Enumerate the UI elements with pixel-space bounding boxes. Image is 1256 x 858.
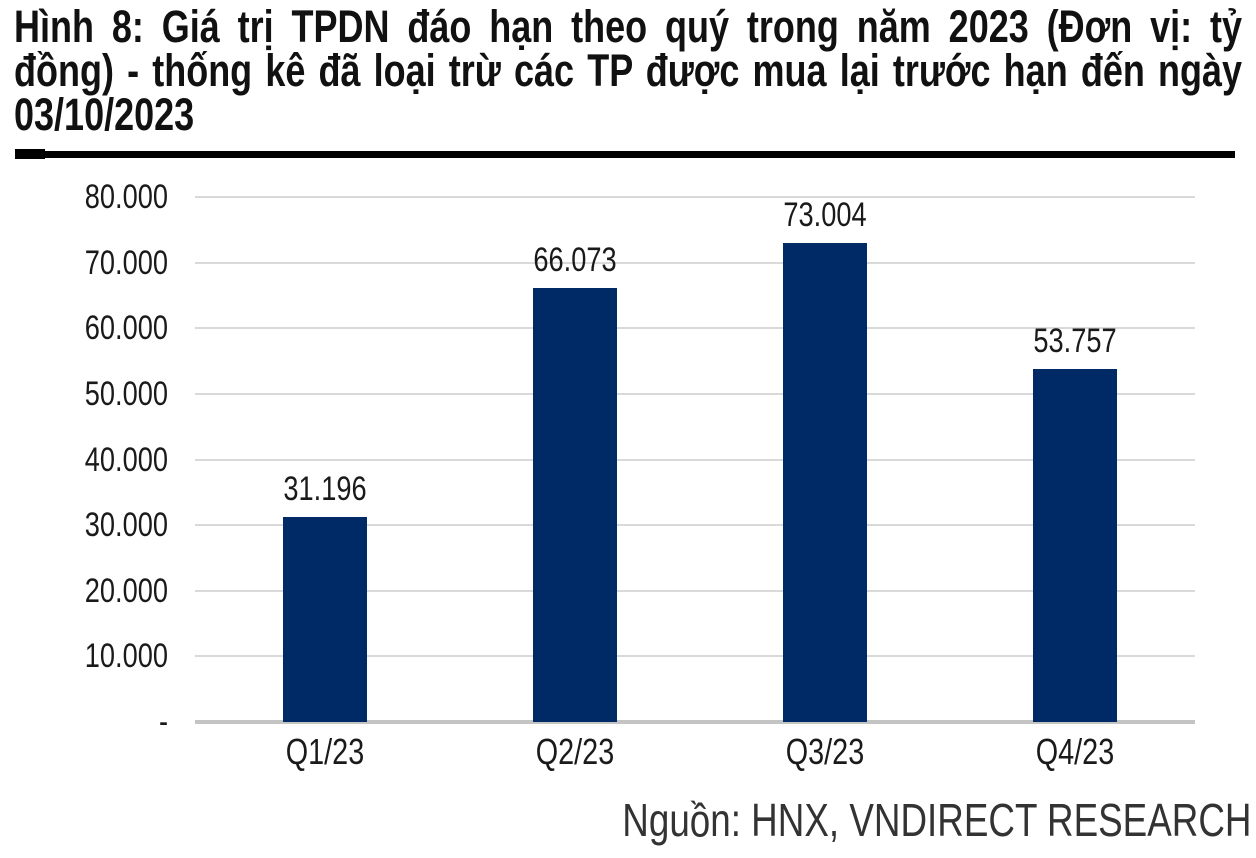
figure-caption-line-1: Hình 8: Giá trị TPDN đáo hạn theo quý tr… [14, 1, 1242, 52]
x-axis-tick-label: Q4/23 [1035, 731, 1115, 772]
gridline [195, 393, 1195, 395]
figure-caption-line-2: đồng) - thống kê đã loại trừ các TP được… [14, 45, 1242, 96]
gridline [195, 196, 1195, 198]
y-axis-tick-label: 30.000 [84, 506, 168, 544]
gridline [195, 262, 1195, 264]
x-axis-tick-label: Q2/23 [535, 731, 615, 772]
gridline [195, 459, 1195, 461]
x-axis-tick-label: Q1/23 [285, 731, 365, 772]
bar-Q2/23 [533, 288, 617, 722]
figure-caption: Hình 8: Giá trị TPDN đáo hạn theo quý tr… [14, 1, 1242, 140]
bar-value-label: 31.196 [283, 470, 367, 508]
source-credit: Nguồn: HNX, VNDIRECT RESEARCH [621, 794, 1251, 846]
bar-value-label: 53.757 [1033, 322, 1117, 360]
bar-Q3/23 [783, 243, 867, 722]
y-axis-tick-label: 80.000 [84, 178, 168, 216]
y-axis-tick-label: 20.000 [84, 572, 168, 610]
x-axis-tick-label: Q3/23 [785, 731, 865, 772]
figure-caption-line-3: 03/10/2023 [14, 89, 195, 140]
gridline [195, 524, 1195, 526]
gridline [195, 590, 1195, 592]
gridline [195, 327, 1195, 329]
y-axis-tick-label: 50.000 [84, 375, 168, 413]
bar-Q1/23 [283, 517, 367, 722]
caption-divider-rule [15, 151, 1235, 158]
gridline [195, 655, 1195, 657]
x-axis-line [195, 720, 1195, 724]
bar-value-label: 73.004 [783, 196, 867, 234]
y-axis-tick-label: 10.000 [84, 637, 168, 675]
bar-value-label: 66.073 [533, 241, 617, 279]
bar-Q4/23 [1033, 369, 1117, 722]
y-axis-tick-label: 70.000 [84, 244, 168, 282]
y-axis-tick-label: 40.000 [84, 441, 168, 479]
y-axis-tick-label: 60.000 [84, 309, 168, 347]
bar-chart-plot-area: 31.196 66.073 73.004 53.757 [195, 196, 1195, 724]
y-axis-tick-label: - [158, 703, 168, 741]
